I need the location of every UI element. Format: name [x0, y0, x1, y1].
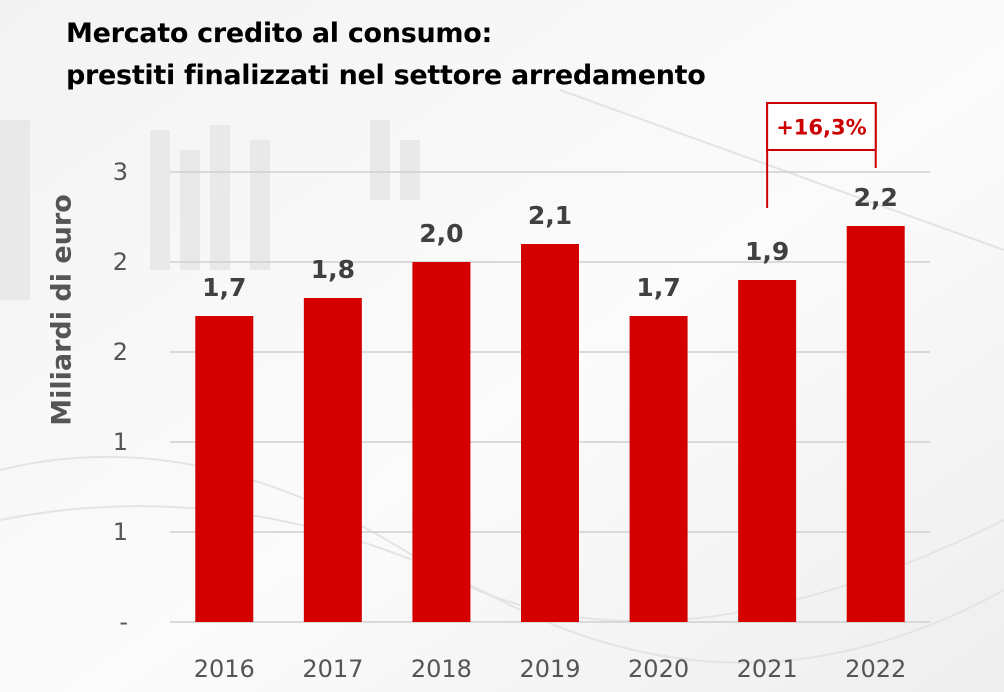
bar-2022 — [846, 226, 905, 622]
y-tick-label: 1 — [113, 428, 128, 456]
bar-2021 — [738, 280, 797, 622]
x-tick-label-2017: 2017 — [302, 655, 363, 683]
x-tick-label-2019: 2019 — [519, 655, 580, 683]
bar-2017 — [303, 298, 362, 622]
data-label-2021: 1,9 — [745, 237, 789, 266]
y-tick-label: 1 — [113, 518, 128, 546]
y-tick-label: - — [119, 608, 128, 636]
data-label-2018: 2,0 — [419, 219, 463, 248]
bar-2016 — [195, 316, 254, 622]
x-tick-label-2020: 2020 — [628, 655, 689, 683]
y-tick-label: 2 — [113, 338, 128, 366]
chart-subtitle: prestiti finalizzati nel settore arredam… — [66, 60, 706, 91]
x-tick-label-2016: 2016 — [194, 655, 255, 683]
chart-title: Mercato credito al consumo: — [66, 18, 492, 49]
data-label-2022: 2,2 — [854, 183, 898, 212]
bar-2018 — [412, 262, 471, 622]
bar-2019 — [521, 244, 579, 622]
annotation-label: +16,3% — [776, 116, 866, 140]
data-label-2017: 1,8 — [311, 255, 355, 284]
annotation-box — [766, 102, 877, 151]
data-label-2020: 1,7 — [636, 273, 680, 302]
data-label-2016: 1,7 — [202, 273, 246, 302]
data-label-2019: 2,1 — [528, 201, 572, 230]
y-tick-label: 3 — [113, 158, 128, 186]
bar-2020 — [629, 316, 688, 622]
x-tick-label-2021: 2021 — [737, 655, 798, 683]
x-tick-label-2018: 2018 — [411, 655, 472, 683]
y-tick-label: 2 — [113, 248, 128, 276]
x-tick-label-2022: 2022 — [845, 655, 906, 683]
